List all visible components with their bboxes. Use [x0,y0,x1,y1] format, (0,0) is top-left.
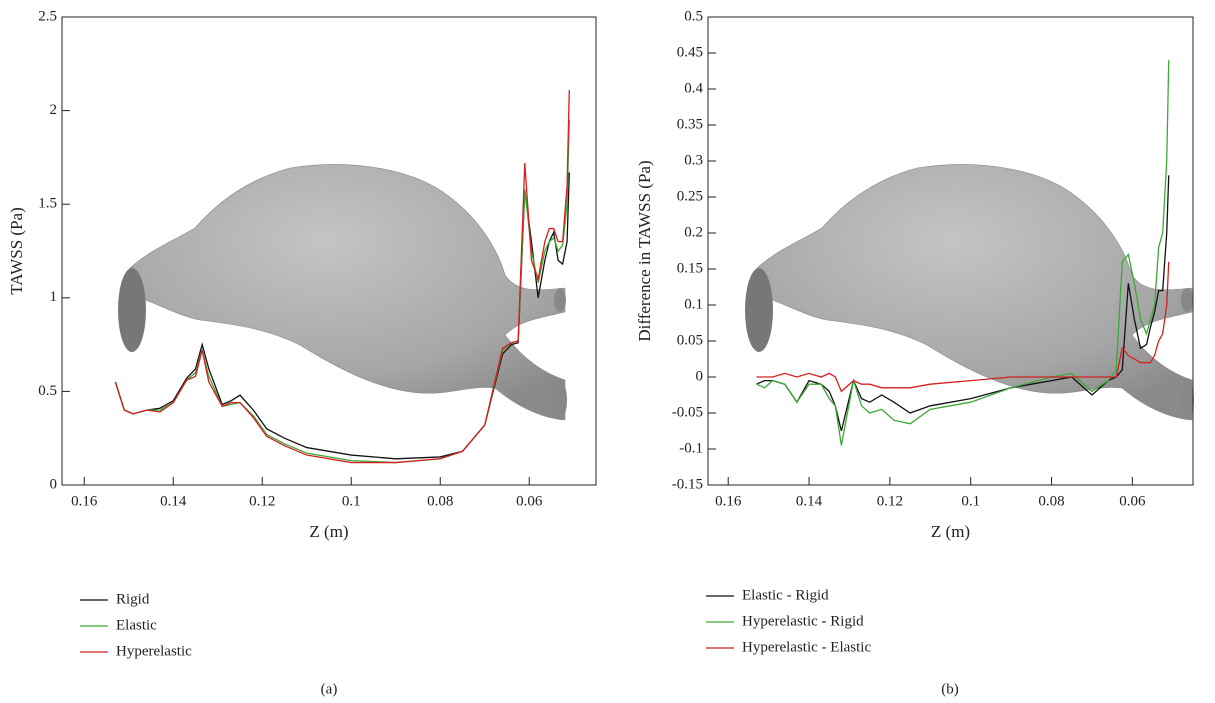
legend-label: Hyperelastic - Rigid [742,613,864,629]
aneurysm-body [129,164,566,421]
legend-label: Elastic [116,617,157,633]
vessel-opening [1181,288,1193,312]
y-tick-label: 0.05 [677,332,703,348]
y-tick-label: 2 [50,102,58,118]
x-tick-label: 0.08 [427,493,453,509]
x-tick-label: 0.16 [715,493,742,509]
y-tick-label: 0.35 [677,116,703,132]
x-tick-label: 0.14 [796,493,823,509]
data-line [756,261,1170,393]
x-tick-label: 0.1 [342,493,361,509]
data-line [114,89,570,464]
y-tick-label: 0.5 [684,8,703,24]
x-tick-label: 0.1 [961,493,980,509]
x-tick-label: 0.08 [1038,493,1064,509]
vessel-opening [118,268,146,352]
x-axis-title: Z (m) [931,522,970,541]
aneurysm-image [118,164,567,421]
data-line [756,60,1170,446]
y-tick-label: -0.1 [679,440,703,456]
y-tick-label: 0.2 [684,224,703,240]
x-tick-label: 0.06 [1119,493,1146,509]
y-tick-label: 2.5 [38,8,57,24]
y-tick-label: 0.4 [684,80,703,96]
y-tick-label: 0.45 [677,44,703,60]
y-tick-label: 1 [50,289,58,305]
legend-label: Elastic - Rigid [742,587,829,603]
vessel-opening [554,288,566,312]
y-tick-label: 0.25 [677,188,703,204]
y-tick-label: 0 [696,368,704,384]
caption: (a) [321,681,338,697]
y-tick-label: 0.5 [38,383,57,399]
y-tick-label: 1.5 [38,196,57,212]
legend-label: Rigid [116,591,150,607]
x-tick-label: 0.12 [877,493,903,509]
legend-label: Hyperelastic [116,643,192,659]
y-tick-label: 0.1 [684,296,703,312]
x-tick-label: 0.16 [71,493,98,509]
y-axis-title: TAWSS (Pa) [7,207,26,294]
plot-frame [707,16,1194,486]
plot-frame [61,16,597,486]
x-tick-label: 0.14 [160,493,187,509]
vessel-opening [1180,380,1194,420]
data-line [114,172,570,460]
y-tick-label: 0.3 [684,152,703,168]
y-tick-label: 0.15 [677,260,703,276]
legend-label: Hyperelastic - Elastic [742,639,871,655]
y-tick-label: -0.15 [672,476,703,492]
vessel-opening [745,268,773,352]
aneurysm-body [756,164,1193,421]
aneurysm-image [745,164,1194,421]
y-tick-label: -0.05 [672,404,703,420]
vessel-opening [553,380,567,420]
caption: (b) [941,681,959,697]
y-axis-title: Difference in TAWSS (Pa) [635,160,654,341]
x-axis-title: Z (m) [309,522,348,541]
x-tick-label: 0.06 [516,493,543,509]
y-tick-label: 0 [50,476,58,492]
x-tick-label: 0.12 [249,493,275,509]
data-line [756,175,1170,432]
